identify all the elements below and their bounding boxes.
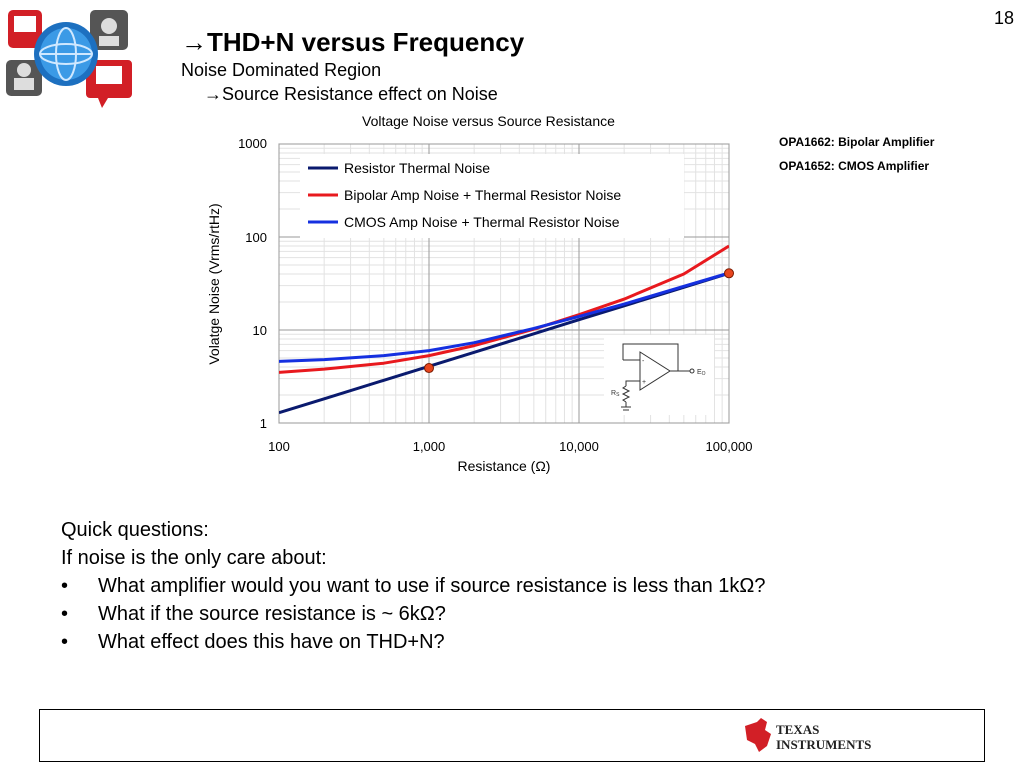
x-tick-label-1000: 1,000: [413, 439, 446, 454]
legend-label-resistor: Resistor Thermal Noise: [344, 160, 490, 176]
questions-intro-1: Quick questions:: [61, 519, 209, 541]
plus-input-wire: [625, 380, 640, 386]
legend-label-cmos: CMOS Amp Noise + Thermal Resistor Noise: [344, 214, 620, 230]
question-text: What if the source resistance is ~ 6kΩ?: [98, 603, 446, 625]
note-opa1652: OPA1652: CMOS Amplifier: [779, 159, 930, 173]
output-label: EO: [697, 369, 706, 377]
question-text: What amplifier would you want to use if …: [98, 575, 766, 597]
series-line-cmos: [279, 271, 729, 363]
questions-intro-2: If noise is the only care about:: [61, 547, 327, 569]
series-line-bipolar: [279, 244, 729, 374]
data-point-marker: [424, 363, 434, 374]
op-amp-schematic-inset: EO RS - +: [604, 335, 714, 415]
question-text: What effect does this have on THD+N?: [98, 631, 445, 653]
noise-chart: Resistor Thermal Noise Bipolar Amp Noise…: [206, 136, 753, 474]
texas-instruments-logo-icon: TEXAS INSTRUMENTS: [745, 718, 871, 752]
slide-number: 18: [993, 8, 1014, 28]
y-tick-label-1000: 1000: [238, 136, 267, 151]
data-point-marker: [724, 268, 734, 279]
y-tick-label-1: 1: [260, 416, 267, 431]
minus-sign: -: [642, 358, 645, 365]
legend-label-bipolar: Bipolar Amp Noise + Thermal Resistor Noi…: [344, 187, 621, 203]
network-globe-logo-icon: [6, 10, 132, 108]
slide-subtitle: Noise Dominated Region: [181, 60, 382, 80]
legend-background: [300, 154, 684, 238]
bullet: •: [61, 575, 69, 597]
op-amp-symbol: [639, 351, 671, 391]
output-terminal: [689, 368, 695, 374]
note-opa1662: OPA1662: Bipolar Amplifier: [779, 135, 935, 149]
y-tick-label-10: 10: [253, 323, 267, 338]
ti-logo-line1: TEXAS: [776, 722, 819, 737]
ti-logo-line2: INSTRUMENTS: [776, 737, 871, 752]
question-item: • What effect does this have on THD+N?: [61, 628, 765, 656]
marker-layer: [424, 268, 734, 374]
questions-block: Quick questions: If noise is the only ca…: [61, 516, 765, 656]
feedback-wire: [622, 343, 679, 371]
chart-legend: Resistor Thermal Noise Bipolar Amp Noise…: [300, 154, 684, 238]
x-tick-label-100000: 100,000: [706, 439, 753, 454]
series-layer: [279, 244, 729, 415]
x-tick-label-100: 100: [268, 439, 290, 454]
x-axis-label: Resistance (Ω): [458, 458, 551, 474]
bullet: •: [61, 603, 69, 625]
question-item: • What amplifier would you want to use if…: [61, 572, 765, 600]
chart-title: Voltage Noise versus Source Resistance: [362, 113, 615, 129]
slide-subsubtitle: →Source Resistance effect on Noise: [204, 84, 498, 104]
y-tick-label-100: 100: [245, 230, 267, 245]
slide-title: →THD+N versus Frequency: [181, 27, 525, 57]
y-axis-label: Volatge Noise (Vrms/rtHz): [206, 203, 222, 364]
footer-box: [39, 709, 985, 762]
source-resistor-label: RS: [611, 390, 620, 398]
plus-sign: +: [642, 379, 646, 386]
source-resistor: [621, 385, 631, 403]
question-item: • What if the source resistance is ~ 6kΩ?: [61, 600, 765, 628]
x-tick-label-10000: 10,000: [559, 439, 599, 454]
bullet: •: [61, 631, 69, 653]
